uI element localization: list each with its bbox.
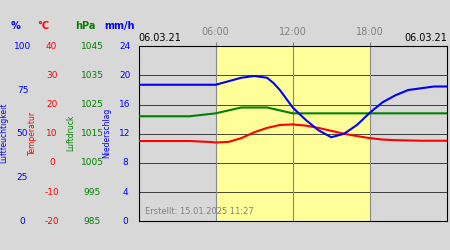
Text: 1025: 1025 <box>81 100 104 109</box>
Text: %: % <box>11 21 21 31</box>
Text: 40: 40 <box>46 42 58 51</box>
Text: 20: 20 <box>46 100 58 109</box>
Text: 06.03.21: 06.03.21 <box>404 33 447 43</box>
Bar <box>216 46 370 221</box>
Text: 20: 20 <box>119 71 131 80</box>
Text: Luftdruck: Luftdruck <box>67 114 76 151</box>
Text: 1005: 1005 <box>81 158 104 168</box>
Text: 12: 12 <box>119 129 131 138</box>
Text: Niederschlag: Niederschlag <box>103 108 112 158</box>
Text: -10: -10 <box>45 188 59 196</box>
Text: 985: 985 <box>84 217 101 226</box>
Text: 50: 50 <box>17 129 28 138</box>
Text: 24: 24 <box>120 42 131 51</box>
Text: 8: 8 <box>122 158 128 168</box>
Text: 30: 30 <box>46 71 58 80</box>
Text: 0: 0 <box>49 158 54 168</box>
Text: Temperatur: Temperatur <box>28 110 37 154</box>
Text: 75: 75 <box>17 86 28 94</box>
Text: 16: 16 <box>119 100 131 109</box>
Text: Erstellt: 15.01.2025 11:27: Erstellt: 15.01.2025 11:27 <box>145 207 253 216</box>
Text: 1035: 1035 <box>81 71 104 80</box>
Text: 0: 0 <box>122 217 128 226</box>
Text: 995: 995 <box>84 188 101 196</box>
Text: 4: 4 <box>122 188 128 196</box>
Text: 1045: 1045 <box>81 42 104 51</box>
Text: mm/h: mm/h <box>104 21 135 31</box>
Text: Luftfeuchtigkeit: Luftfeuchtigkeit <box>0 102 8 163</box>
Text: 06.03.21: 06.03.21 <box>139 33 181 43</box>
Text: 25: 25 <box>17 173 28 182</box>
Text: hPa: hPa <box>75 21 96 31</box>
Text: 100: 100 <box>14 42 31 51</box>
Text: 10: 10 <box>46 129 58 138</box>
Text: -20: -20 <box>45 217 59 226</box>
Text: °C: °C <box>37 21 49 31</box>
Text: 0: 0 <box>20 217 25 226</box>
Text: 1015: 1015 <box>81 129 104 138</box>
